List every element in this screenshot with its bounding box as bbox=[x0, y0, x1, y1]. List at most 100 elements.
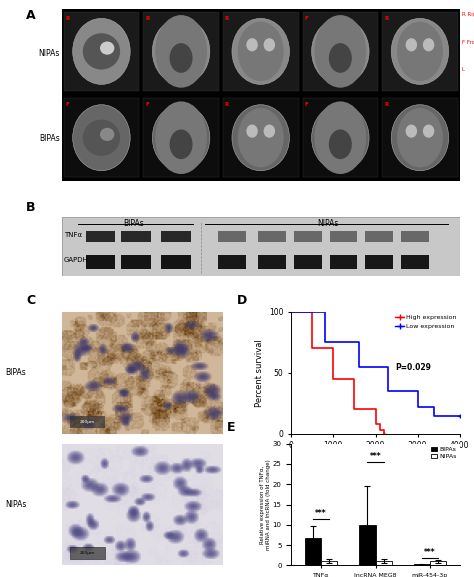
Ellipse shape bbox=[232, 104, 290, 171]
Text: BIPAs: BIPAs bbox=[39, 134, 60, 143]
Ellipse shape bbox=[329, 43, 352, 73]
High expression bbox=[352, 406, 357, 413]
Bar bbox=[321, 561, 337, 565]
Text: R Right: R Right bbox=[462, 12, 474, 17]
Bar bbox=[64, 99, 139, 177]
Line: Low expression: Low expression bbox=[291, 312, 460, 415]
Bar bbox=[365, 255, 393, 269]
Ellipse shape bbox=[152, 104, 210, 171]
High expression bbox=[330, 345, 336, 352]
Bar bbox=[430, 561, 446, 565]
High expression bbox=[377, 421, 383, 428]
Low expression bbox=[356, 339, 362, 346]
Low expression bbox=[385, 388, 391, 395]
Low expression bbox=[288, 309, 294, 316]
Text: R: R bbox=[65, 16, 70, 21]
Bar bbox=[382, 99, 458, 177]
Text: BIPAs: BIPAs bbox=[123, 219, 144, 228]
High expression bbox=[352, 376, 357, 383]
Ellipse shape bbox=[246, 125, 258, 138]
Text: E: E bbox=[227, 421, 236, 434]
Bar bbox=[302, 99, 378, 177]
Bar bbox=[161, 231, 191, 242]
Bar bbox=[414, 564, 430, 565]
Text: NIPAs: NIPAs bbox=[38, 49, 60, 58]
Line: High expression: High expression bbox=[291, 312, 384, 434]
Ellipse shape bbox=[246, 38, 258, 51]
Ellipse shape bbox=[391, 104, 449, 171]
Bar bbox=[223, 99, 299, 177]
Ellipse shape bbox=[406, 38, 417, 51]
X-axis label: Days: Days bbox=[365, 456, 386, 465]
High expression bbox=[310, 309, 315, 316]
Bar bbox=[375, 561, 392, 565]
Text: F: F bbox=[304, 102, 308, 107]
Bar bbox=[258, 231, 286, 242]
Text: P=0.029: P=0.029 bbox=[396, 364, 432, 372]
Text: 200μm: 200μm bbox=[80, 551, 95, 555]
Ellipse shape bbox=[155, 15, 207, 88]
Bar bbox=[294, 231, 322, 242]
Text: F Front: F Front bbox=[462, 40, 474, 45]
Bar bbox=[359, 525, 375, 565]
Ellipse shape bbox=[73, 18, 130, 84]
Bar bbox=[64, 12, 139, 91]
Text: A: A bbox=[26, 9, 36, 22]
Text: F: F bbox=[65, 102, 69, 107]
Bar bbox=[85, 231, 115, 242]
Ellipse shape bbox=[397, 22, 443, 81]
Text: ***: *** bbox=[424, 548, 436, 557]
Ellipse shape bbox=[329, 129, 352, 159]
Text: R: R bbox=[384, 16, 388, 21]
Low expression bbox=[415, 403, 420, 410]
Ellipse shape bbox=[152, 18, 210, 84]
Legend: BIPAs, NIPAs: BIPAs, NIPAs bbox=[428, 444, 459, 462]
Bar bbox=[401, 231, 429, 242]
Ellipse shape bbox=[264, 38, 275, 51]
Text: R: R bbox=[145, 16, 149, 21]
Text: 200μm: 200μm bbox=[80, 419, 95, 424]
Ellipse shape bbox=[314, 15, 366, 88]
Legend: High expression, Low expression: High expression, Low expression bbox=[392, 313, 459, 331]
Low expression bbox=[322, 339, 328, 346]
Ellipse shape bbox=[100, 128, 114, 141]
Ellipse shape bbox=[406, 125, 417, 138]
Bar bbox=[143, 12, 219, 91]
Ellipse shape bbox=[311, 18, 369, 84]
Text: R: R bbox=[225, 16, 229, 21]
Y-axis label: Relative expression of TNFα,
miRNA and lncRNA (fold change): Relative expression of TNFα, miRNA and l… bbox=[260, 459, 271, 550]
Text: L: L bbox=[462, 68, 465, 72]
High expression bbox=[381, 430, 387, 437]
Low expression bbox=[415, 388, 420, 395]
Text: ***: *** bbox=[370, 452, 381, 460]
Ellipse shape bbox=[423, 125, 434, 138]
Ellipse shape bbox=[155, 102, 207, 174]
Text: R: R bbox=[225, 102, 229, 107]
Text: C: C bbox=[26, 294, 36, 307]
Bar bbox=[218, 255, 246, 269]
Low expression bbox=[322, 309, 328, 316]
Bar bbox=[121, 231, 151, 242]
Ellipse shape bbox=[311, 104, 369, 171]
Ellipse shape bbox=[237, 108, 284, 167]
High expression bbox=[373, 406, 378, 413]
Bar bbox=[121, 255, 151, 269]
Bar bbox=[305, 538, 321, 565]
High expression bbox=[310, 345, 315, 352]
Ellipse shape bbox=[83, 33, 120, 70]
Text: D: D bbox=[237, 294, 247, 307]
Bar bbox=[365, 231, 393, 242]
Bar bbox=[70, 415, 105, 428]
High expression bbox=[377, 426, 383, 433]
Ellipse shape bbox=[83, 119, 120, 156]
Text: GAPDH: GAPDH bbox=[64, 257, 88, 263]
Ellipse shape bbox=[73, 104, 130, 171]
Text: B: B bbox=[26, 201, 35, 214]
High expression bbox=[373, 421, 378, 428]
Ellipse shape bbox=[232, 18, 290, 84]
Low expression bbox=[385, 364, 391, 370]
Ellipse shape bbox=[264, 125, 275, 138]
Bar bbox=[143, 99, 219, 177]
Ellipse shape bbox=[423, 38, 434, 51]
Ellipse shape bbox=[391, 18, 449, 84]
